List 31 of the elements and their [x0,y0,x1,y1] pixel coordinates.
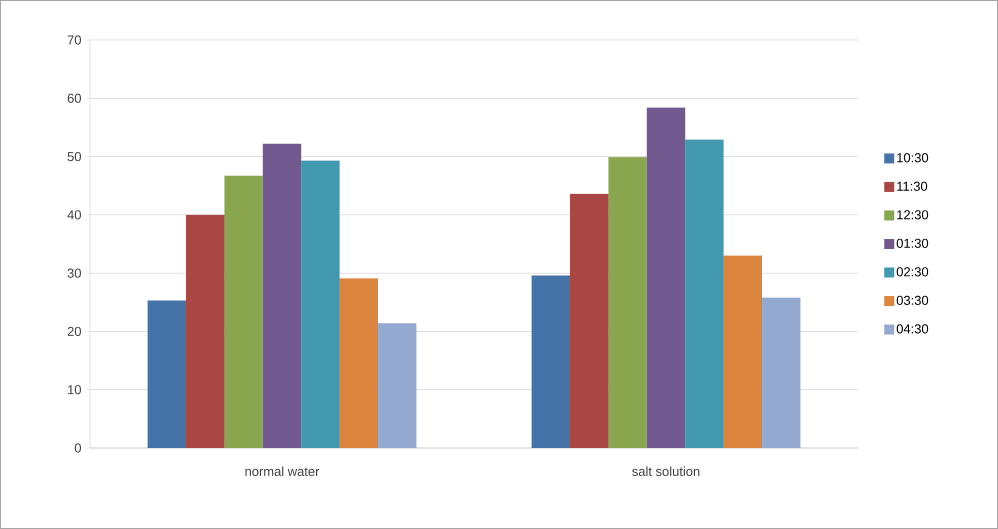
bar [762,298,800,448]
y-tick-label: 50 [68,152,81,162]
x-tick-label: normal water [245,466,320,476]
bar [608,157,647,448]
legend-label: 01:30 [896,238,928,248]
legend-label: 03:30 [896,296,928,305]
bar [532,275,570,448]
y-tick-label: 70 [68,35,81,45]
legend-label: 12:30 [897,210,928,220]
y-tick-label: 30 [68,268,81,278]
legend-label: 04:30 [896,324,928,334]
bar [262,144,302,448]
bar [148,300,186,448]
legend-label: 11:30 [897,182,928,191]
bar [301,160,340,448]
bar [724,256,762,448]
legend-label: 02:30 [896,267,928,276]
y-tick-label: 60 [68,94,81,103]
y-tick-label: 10 [68,385,81,394]
legend-label: 10:30 [897,153,928,162]
bar [646,108,686,448]
bar [685,140,724,448]
bar [570,194,608,448]
y-tick-label: 0 [74,443,81,453]
y-tick-label: 20 [68,326,81,336]
bar [224,176,263,448]
bar [186,214,224,448]
bar [378,323,416,448]
bar [340,278,378,448]
x-tick-label: salt solution [632,466,700,476]
y-tick-label: 40 [67,210,81,220]
